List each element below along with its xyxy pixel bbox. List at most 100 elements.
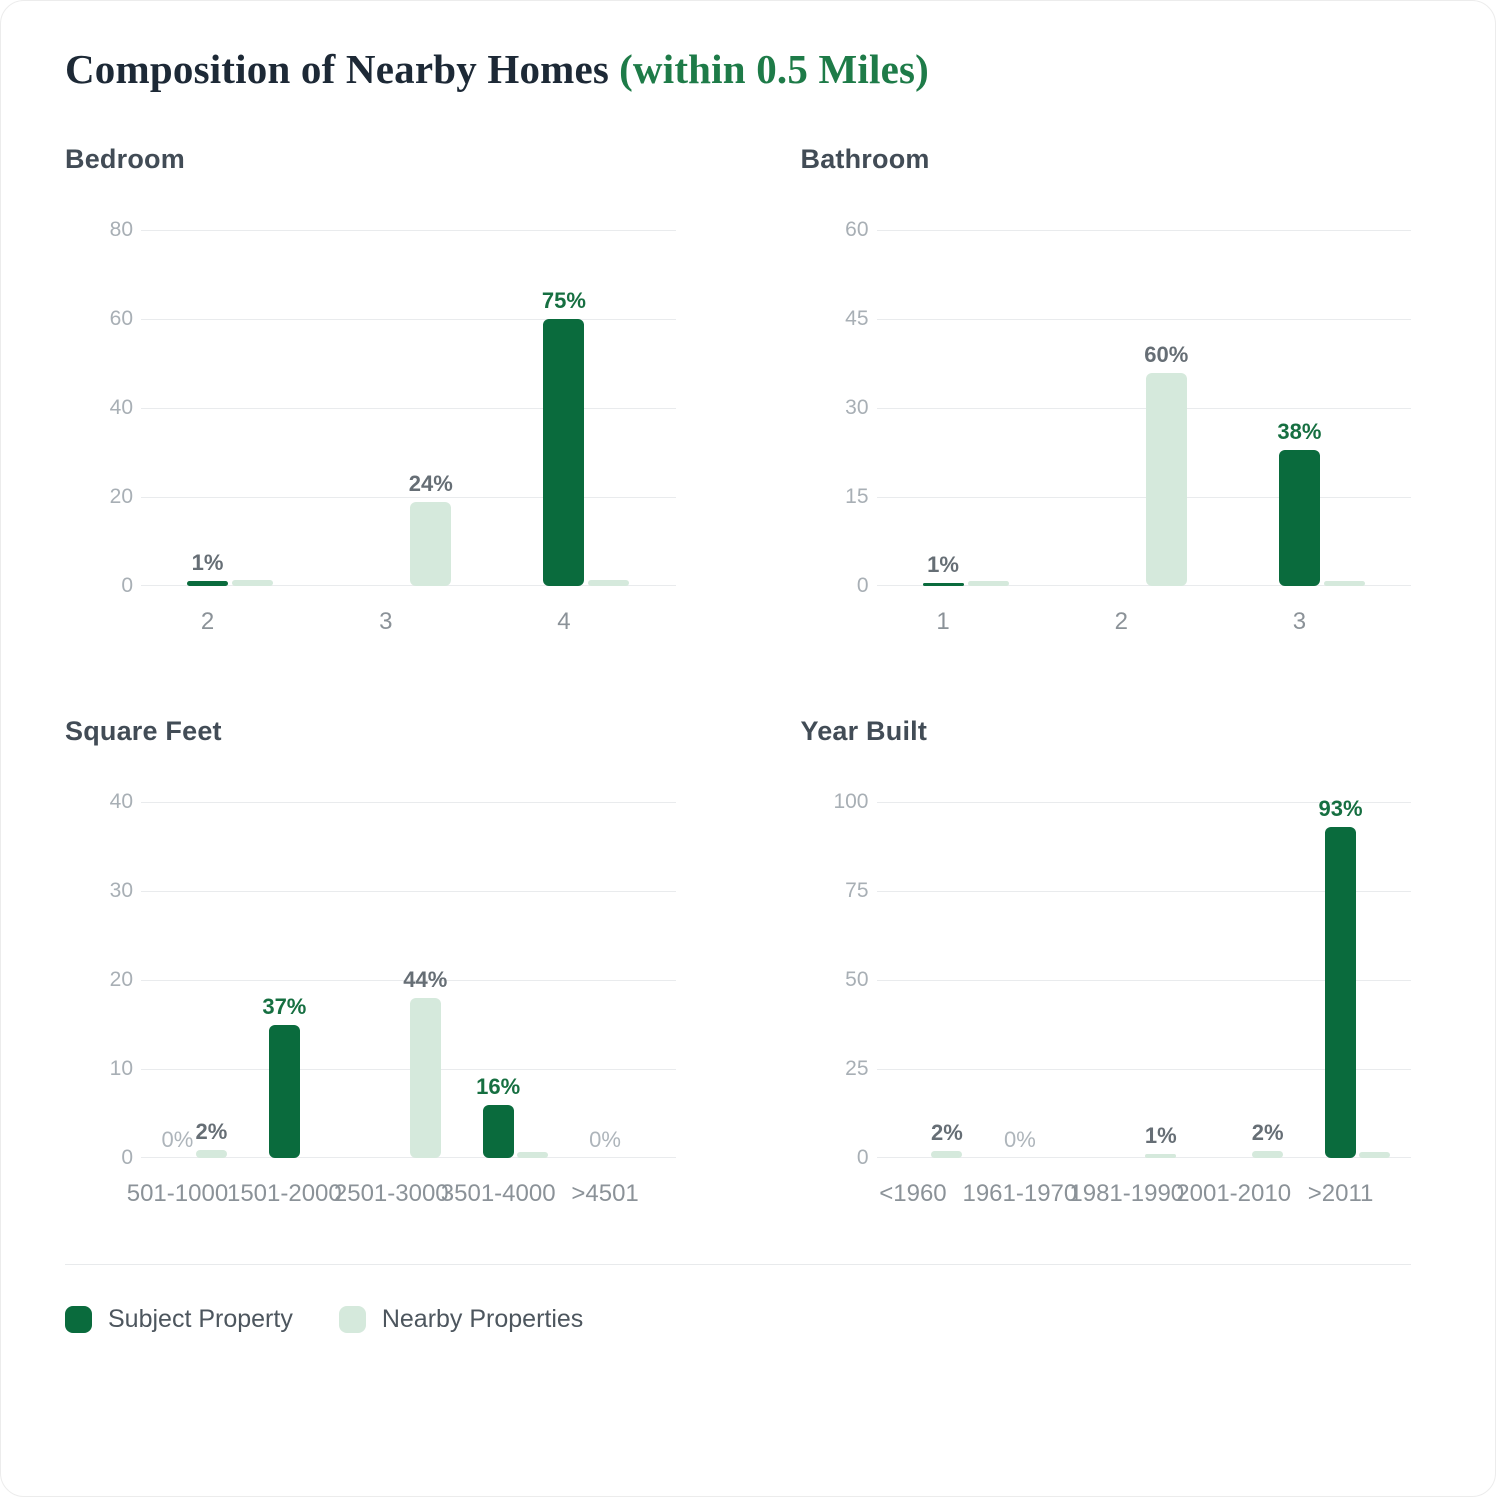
subject-slot: 38% 3 bbox=[1277, 230, 1321, 635]
x-axis-tick-label: 1981-1990 bbox=[1069, 1180, 1185, 1208]
category-1981-1990: 1981-1990 1% bbox=[1069, 802, 1197, 1207]
legend: Subject Property Nearby Properties bbox=[65, 1305, 1411, 1334]
nearby-properties-bar bbox=[410, 501, 452, 587]
x-axis-tick-label: 1 bbox=[936, 608, 950, 636]
plot-area-square-feet: 0% 501-1000 2% 37% 1501-2000 2501-3000 44% 16% 3… bbox=[127, 802, 676, 1208]
subject-slot: 1% 2 bbox=[187, 230, 229, 635]
chart-body-square-feet: 40 30 20 10 0 0% 501-1000 2% 37% 1501-2000 2501-30… bbox=[65, 790, 676, 1208]
legend-label: Nearby Properties bbox=[381, 1305, 584, 1334]
x-axis-tick-label: 2501-3000 bbox=[333, 1180, 449, 1208]
subject-property-bar bbox=[187, 581, 229, 587]
bar-value-label: 2% bbox=[1251, 1120, 1284, 1146]
chart-bathroom: Bathroom 60 45 30 15 0 1% 1 2 60% 38% 3 bbox=[800, 144, 1411, 635]
x-axis-tick-label: >2011 bbox=[1307, 1180, 1374, 1208]
chart-title-bathroom: Bathroom bbox=[800, 144, 930, 175]
chart-title-year-built: Year Built bbox=[800, 716, 928, 747]
chart-body-bathroom: 60 45 30 15 0 1% 1 2 60% 38% 3 bbox=[801, 218, 1411, 635]
gridline bbox=[876, 230, 1411, 232]
charts-grid: Bedroom 80 60 40 20 0 1% 2 3 24% 75% 4 Bathroom 60 45 3… bbox=[65, 144, 1411, 1208]
category-3: 3 24% bbox=[319, 230, 497, 635]
nearby-slot bbox=[1038, 802, 1069, 1158]
bar-value-label: 1% bbox=[191, 550, 224, 576]
gridline bbox=[876, 802, 1411, 804]
category-1961-1970: 0% 1961-1970 bbox=[962, 802, 1090, 1208]
nearby-properties-swatch bbox=[338, 1306, 366, 1334]
chart-title-bedroom: Bedroom bbox=[65, 144, 185, 175]
plot-area-bedroom: 1% 2 3 24% 75% 4 bbox=[141, 230, 676, 635]
gridline bbox=[141, 497, 676, 499]
subject-slot: 2001-2010 bbox=[1176, 802, 1291, 1207]
gridline bbox=[876, 319, 1411, 321]
nearby-slot: 2% bbox=[196, 802, 227, 1159]
y-axis-tick-label: 0 bbox=[121, 574, 133, 598]
x-axis-tick-label: 2 bbox=[200, 608, 215, 636]
y-axis-tick-label: 20 bbox=[109, 968, 133, 992]
x-axis-tick-label: 1961-1970 bbox=[962, 1180, 1078, 1208]
y-axis-tick-label: 45 bbox=[845, 307, 869, 331]
category-4: 75% 4 bbox=[497, 230, 675, 635]
bar-value-label: 0% bbox=[589, 1127, 621, 1153]
subject-slot: 3 bbox=[365, 230, 406, 635]
x-axis-tick-label: 4 bbox=[557, 608, 571, 636]
x-axis-tick-label: 3501-4000 bbox=[440, 1180, 556, 1208]
nearby-slot: 44% bbox=[403, 802, 447, 1159]
nearby-slot: 60% bbox=[1144, 230, 1188, 587]
category-1: 1% 1 bbox=[877, 230, 1055, 635]
nearby-properties-bar bbox=[1323, 581, 1365, 587]
chart-title-square-feet: Square Feet bbox=[65, 716, 222, 747]
nearby-properties-bar bbox=[931, 1151, 963, 1159]
category-3: 38% 3 bbox=[1233, 230, 1411, 635]
x-axis-tick-label: 3 bbox=[1292, 608, 1307, 636]
nearby-properties-bar bbox=[1252, 1151, 1284, 1159]
category->4501: 0% >4501 bbox=[569, 802, 676, 1208]
y-axis-tick-label: 60 bbox=[109, 307, 133, 331]
legend-item-subject-property[interactable]: Subject Property bbox=[65, 1305, 293, 1334]
x-axis-tick-label: >4501 bbox=[571, 1180, 639, 1208]
gridline bbox=[141, 802, 676, 804]
nearby-slot bbox=[1323, 230, 1365, 587]
subject-property-bar bbox=[1325, 827, 1357, 1159]
y-axis-tick-label: 50 bbox=[845, 968, 869, 992]
bar-value-label: 37% bbox=[262, 993, 307, 1019]
chart-year-built: Year Built 100 75 50 25 0 <1960 2% 0% 1961-1970 19… bbox=[800, 716, 1411, 1208]
y-axis-tick-label: 30 bbox=[109, 879, 133, 903]
gridline bbox=[141, 1157, 676, 1159]
subject-slot: <1960 bbox=[879, 802, 946, 1207]
bar-value-label: 93% bbox=[1318, 796, 1363, 822]
category-<1960: <1960 2% bbox=[877, 802, 984, 1208]
y-axis-tick-label: 60 bbox=[845, 218, 869, 242]
y-axis-tick-label: 80 bbox=[109, 218, 133, 242]
nearby-slot: 2% bbox=[931, 802, 963, 1159]
x-axis-tick-label: <1960 bbox=[879, 1180, 947, 1208]
page-title-suffix: (within 0.5 Miles) bbox=[619, 46, 930, 92]
x-axis-tick-label: 3 bbox=[379, 608, 393, 636]
bar-value-label: 75% bbox=[541, 288, 586, 314]
subject-property-bar bbox=[543, 319, 585, 587]
legend-label: Subject Property bbox=[108, 1305, 293, 1334]
chart-bedroom: Bedroom 80 60 40 20 0 1% 2 3 24% 75% 4 bbox=[65, 144, 676, 635]
legend-item-nearby-properties[interactable]: Nearby Properties bbox=[338, 1305, 584, 1334]
subject-property-swatch bbox=[65, 1306, 92, 1334]
gridline bbox=[876, 1069, 1411, 1071]
y-axis-tick-label: 40 bbox=[109, 396, 133, 420]
bar-value-label: 2% bbox=[931, 1120, 963, 1146]
gridline bbox=[141, 408, 676, 410]
y-axis: 80 60 40 20 0 bbox=[65, 218, 133, 597]
subject-slot: 1981-1990 bbox=[1069, 802, 1184, 1207]
nearby-slot: 1% bbox=[1145, 802, 1177, 1159]
gridline bbox=[876, 980, 1411, 982]
page-title: Composition of Nearby Homes (within 0.5 M… bbox=[65, 45, 1411, 94]
y-axis: 40 30 20 10 0 bbox=[65, 790, 133, 1169]
nearby-properties-bar bbox=[516, 1151, 548, 1159]
nearby-properties-bar bbox=[1145, 1154, 1177, 1159]
category-1501-2000: 37% 1501-2000 bbox=[227, 802, 355, 1207]
gridline bbox=[141, 1069, 676, 1071]
y-axis: 100 75 50 25 0 bbox=[801, 790, 869, 1169]
nearby-properties-bar bbox=[232, 580, 274, 587]
subject-slot: 0% 1961-1970 bbox=[962, 802, 1077, 1208]
category-501-1000: 0% 501-1000 2% bbox=[127, 802, 248, 1208]
nearby-slot bbox=[516, 802, 548, 1159]
chart-square-feet: Square Feet 40 30 20 10 0 0% 501-1000 2% 37% 1501-… bbox=[65, 716, 676, 1208]
y-axis-tick-label: 75 bbox=[845, 879, 869, 903]
nearby-slot: 24% bbox=[409, 230, 453, 587]
